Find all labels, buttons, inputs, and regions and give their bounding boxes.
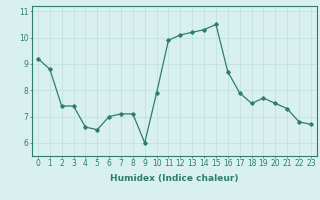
X-axis label: Humidex (Indice chaleur): Humidex (Indice chaleur) bbox=[110, 174, 239, 183]
